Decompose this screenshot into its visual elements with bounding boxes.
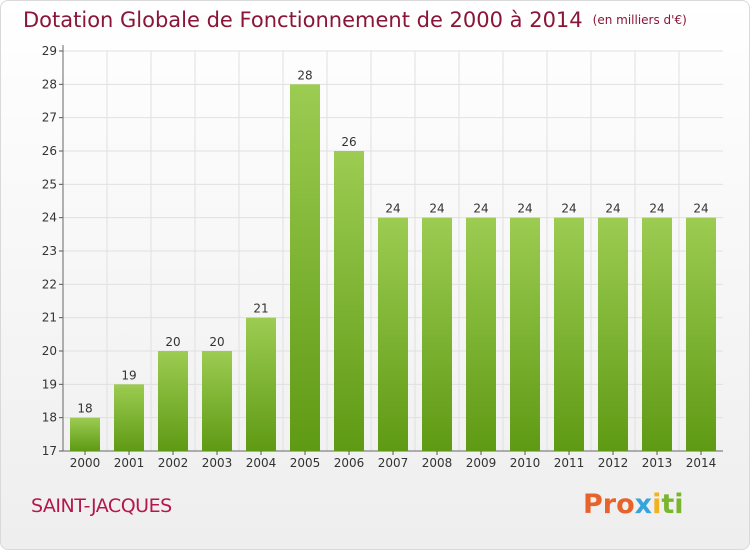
y-tick-label: 28 <box>42 77 57 91</box>
x-tick-label: 2012 <box>598 456 629 470</box>
chart-title: Dotation Globale de Fonctionnement de 20… <box>23 8 687 32</box>
y-tick-label: 26 <box>42 144 57 158</box>
data-label: 28 <box>297 68 312 82</box>
y-tick-label: 21 <box>42 311 57 325</box>
x-tick-label: 2011 <box>554 456 585 470</box>
data-label: 19 <box>121 368 136 382</box>
bar <box>598 217 628 451</box>
data-label: 26 <box>341 135 356 149</box>
x-tick-label: 2003 <box>202 456 233 470</box>
town-name: SAINT-JACQUES <box>31 495 172 517</box>
bar <box>334 151 364 451</box>
x-tick-label: 2006 <box>334 456 365 470</box>
x-tick-label: 2001 <box>114 456 145 470</box>
y-tick-label: 17 <box>42 444 57 458</box>
y-tick-label: 23 <box>42 244 57 258</box>
y-tick-label: 20 <box>42 344 57 358</box>
y-tick-label: 22 <box>42 277 57 291</box>
bar <box>554 217 584 451</box>
bar <box>466 217 496 451</box>
bar <box>158 351 188 451</box>
data-label: 24 <box>693 202 708 216</box>
bar <box>290 84 320 451</box>
data-label: 20 <box>209 335 224 349</box>
x-tick-label: 2004 <box>246 456 277 470</box>
x-tick-label: 2000 <box>70 456 101 470</box>
y-tick-label: 25 <box>42 177 57 191</box>
x-tick-label: 2002 <box>158 456 189 470</box>
unit-note: (en milliers d'€) <box>592 13 687 27</box>
x-tick-label: 2010 <box>510 456 541 470</box>
x-tick-label: 2007 <box>378 456 409 470</box>
bar <box>686 217 716 451</box>
data-label: 24 <box>605 202 620 216</box>
bar <box>422 217 452 451</box>
data-label: 24 <box>385 202 400 216</box>
y-tick-label: 19 <box>42 377 57 391</box>
x-tick-label: 2008 <box>422 456 453 470</box>
proxiti-logo: Proxiti <box>583 489 684 520</box>
y-tick-label: 18 <box>42 411 57 425</box>
bar <box>114 384 144 451</box>
bar <box>202 351 232 451</box>
x-tick-label: 2013 <box>642 456 673 470</box>
y-tick-label: 27 <box>42 111 57 125</box>
y-tick-label: 29 <box>42 44 57 58</box>
bar <box>70 417 100 451</box>
data-label: 20 <box>165 335 180 349</box>
data-label: 24 <box>561 202 576 216</box>
data-label: 24 <box>429 202 444 216</box>
x-tick-label: 2009 <box>466 456 497 470</box>
data-label: 18 <box>77 402 92 416</box>
bar <box>642 217 672 451</box>
y-tick-label: 24 <box>42 211 57 225</box>
data-label: 24 <box>517 202 532 216</box>
chart-title-text: Dotation Globale de Fonctionnement de 20… <box>23 8 583 32</box>
data-label: 24 <box>649 202 664 216</box>
data-label: 21 <box>253 302 268 316</box>
bar <box>378 217 408 451</box>
data-label: 24 <box>473 202 488 216</box>
x-tick-label: 2014 <box>686 456 717 470</box>
bar <box>246 317 276 451</box>
x-tick-label: 2005 <box>290 456 321 470</box>
bar <box>510 217 540 451</box>
